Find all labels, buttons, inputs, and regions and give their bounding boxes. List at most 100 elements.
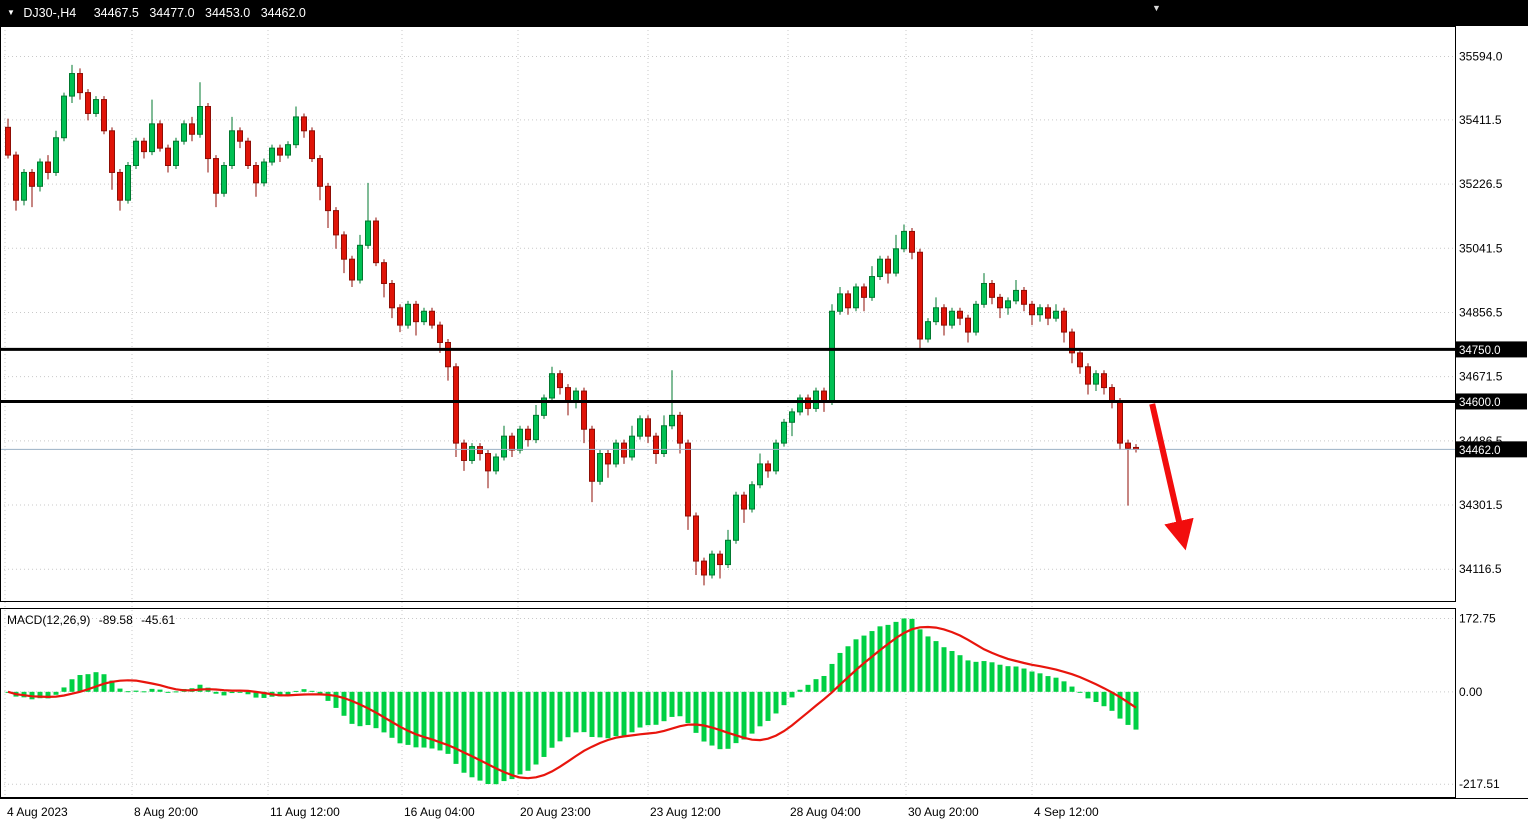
candle-body	[53, 137, 59, 173]
macd-bar	[213, 691, 219, 694]
candle-body	[317, 158, 323, 187]
macd-bar	[565, 691, 571, 738]
macd-bar	[629, 691, 635, 733]
macd-bar	[621, 691, 627, 736]
macd-bar	[253, 691, 259, 698]
candle-body	[413, 303, 419, 323]
candle-body	[405, 303, 411, 326]
macd-bar	[981, 661, 987, 692]
candle-body	[373, 220, 379, 264]
macd-bar	[1069, 686, 1075, 692]
macd-bar	[293, 690, 299, 692]
macd-bar	[1109, 691, 1115, 711]
macd-bar	[869, 631, 875, 692]
price-tick-label: 34856.5	[1459, 305, 1503, 319]
macd-bar	[557, 691, 563, 742]
macd-bar	[909, 618, 915, 692]
price-tick-label: 34301.5	[1459, 498, 1503, 512]
candle-body	[909, 230, 915, 253]
candle-body	[205, 106, 211, 160]
candle-body	[661, 425, 667, 455]
level-price-tag-label: 34750.0	[1459, 345, 1501, 357]
macd-bar	[749, 691, 755, 734]
macd-bar	[637, 691, 643, 728]
candle-body	[237, 130, 243, 142]
macd-bar	[277, 691, 283, 697]
macd-bar	[717, 691, 723, 750]
candle-body	[773, 442, 779, 472]
candle-body	[85, 92, 91, 114]
time-axis-label: 28 Aug 04:00	[790, 805, 861, 819]
candle-body	[173, 140, 179, 166]
macd-bar	[773, 691, 779, 714]
candle-body	[93, 99, 99, 114]
macd-bar	[973, 661, 979, 692]
macd-bar	[789, 691, 795, 698]
candle-body	[293, 116, 299, 146]
candle-body	[989, 282, 995, 298]
macd-bar	[677, 691, 683, 717]
candle-body	[1077, 352, 1083, 368]
macd-bar	[605, 691, 611, 739]
candle-body	[757, 463, 763, 486]
macd-bar	[421, 691, 427, 748]
candle-body	[197, 106, 203, 135]
candle-body	[789, 411, 795, 423]
price-tick-label: 35226.5	[1459, 177, 1503, 191]
macd-bar	[1101, 691, 1107, 707]
price-tick-label: 35411.5	[1459, 113, 1502, 127]
macd-bar	[1133, 691, 1139, 730]
macd-bar	[1093, 691, 1099, 703]
macd-bar	[669, 691, 675, 717]
current-price-tag-label: 34462.0	[1459, 445, 1501, 457]
candle-body	[733, 494, 739, 541]
time-axis-label: 4 Sep 12:00	[1034, 805, 1099, 819]
level-price-tag	[1456, 341, 1527, 358]
macd-bar	[573, 691, 579, 733]
candle-body	[701, 560, 707, 576]
candle-body	[941, 307, 947, 326]
candle-body	[893, 248, 899, 274]
candle-body	[453, 366, 459, 444]
candle-body	[437, 324, 443, 343]
macd-bar	[405, 691, 411, 745]
candle-body	[1061, 310, 1067, 333]
candle-body	[1037, 307, 1043, 316]
macd-bar	[69, 679, 75, 692]
chart-shift-marker-icon[interactable]: ▼	[1152, 3, 1161, 13]
macd-bar	[597, 691, 603, 738]
macd-bar	[581, 691, 587, 733]
macd-panel-frame	[0, 608, 1456, 798]
candle-body	[1125, 442, 1131, 449]
candle-body	[853, 286, 859, 309]
candle-body	[949, 310, 955, 326]
trend-arrow[interactable]	[1149, 403, 1194, 551]
macd-bar	[797, 689, 803, 692]
candle-body	[189, 123, 195, 135]
macd-bar	[1029, 671, 1035, 692]
candle-body	[605, 453, 611, 465]
candle-body	[1109, 387, 1115, 402]
candle-body	[101, 99, 107, 132]
candle-body	[1085, 366, 1091, 385]
candle-body	[109, 130, 115, 173]
macd-signal-value: -45.61	[141, 613, 176, 627]
macd-bar	[381, 691, 387, 733]
candle-body	[253, 164, 259, 184]
candle-body	[837, 293, 843, 312]
candle-body	[813, 390, 819, 409]
macd-bar	[685, 691, 691, 724]
chart-header: ▼ DJ30-,H4 34467.5 34477.0 34453.0 34462…	[0, 0, 1528, 26]
candle-body	[1101, 373, 1107, 389]
candle-body	[69, 73, 75, 97]
candle-body	[133, 140, 139, 166]
candle-body	[1069, 331, 1075, 354]
macd-bar	[325, 691, 331, 701]
candle-body	[613, 442, 619, 465]
candle-body	[933, 307, 939, 323]
candle-body	[325, 185, 331, 212]
macd-bar	[1117, 691, 1123, 719]
candle-body	[541, 397, 547, 416]
candle-body	[141, 140, 147, 153]
